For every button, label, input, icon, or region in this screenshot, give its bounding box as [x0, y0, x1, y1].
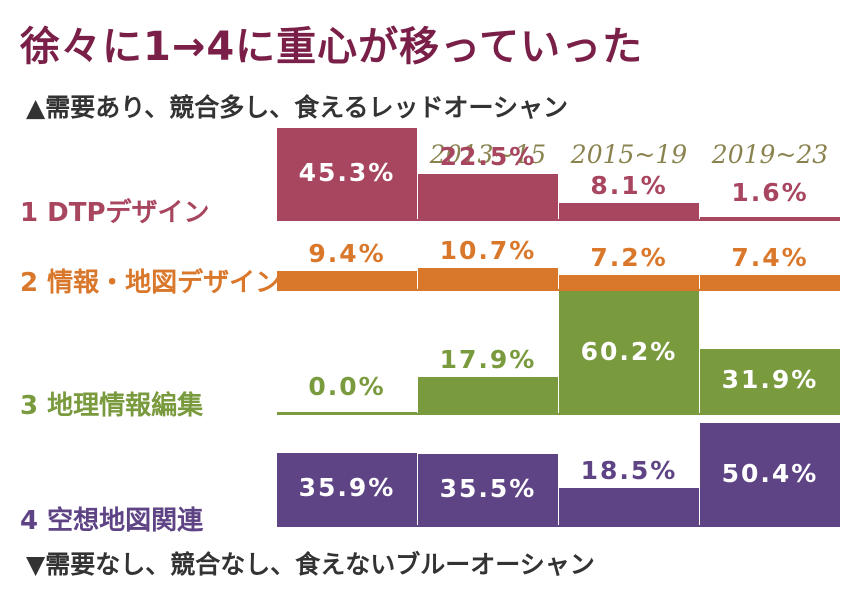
baseline — [277, 289, 840, 291]
data-label: 10.7% — [439, 236, 537, 266]
data-label: 0.0% — [308, 372, 386, 401]
bar — [277, 127, 417, 220]
data-label: 8.1% — [590, 171, 668, 201]
bar — [418, 174, 558, 220]
note-bottom: ▼需要なし、競合なし、食えないブルーオーシャン — [26, 550, 595, 579]
bar — [559, 203, 699, 220]
data-label: 35.5% — [439, 473, 537, 503]
data-label: 45.3% — [298, 157, 396, 187]
data-label: 22.5% — [439, 142, 537, 172]
baseline — [277, 219, 840, 221]
bar — [277, 412, 417, 414]
series-label: 4 空想地図関連 — [20, 506, 204, 536]
bar — [277, 270, 417, 290]
chart-title: 徐々に1→4に重心が移っていった — [20, 24, 644, 70]
baseline — [277, 413, 840, 415]
bar — [700, 348, 840, 414]
data-label: 50.4% — [721, 458, 819, 488]
data-label: 7.4% — [731, 242, 809, 272]
bar — [418, 453, 558, 526]
bar — [700, 274, 840, 290]
series-label: 3 地理情報編集 — [20, 391, 204, 421]
period-header: 2013~15 — [429, 140, 547, 169]
bar — [277, 452, 417, 526]
bar — [418, 268, 558, 290]
bar — [700, 423, 840, 526]
data-label: 9.4% — [308, 238, 386, 268]
data-label: 18.5% — [580, 456, 678, 486]
bar — [700, 216, 840, 220]
period-header: 2019~23 — [711, 140, 829, 169]
series-label: 1 DTPデザイン — [20, 198, 210, 228]
bar — [418, 377, 558, 414]
bar — [559, 275, 699, 290]
note-top: ▲需要あり、競合多し、食えるレッドオーシャン — [26, 93, 568, 122]
data-label: 7.2% — [590, 243, 668, 273]
data-label: 1.6% — [731, 178, 809, 207]
series-label: 2 情報・地図デザイン — [20, 268, 282, 298]
bar — [559, 488, 699, 526]
data-label: 60.2% — [580, 336, 678, 366]
data-label: 35.9% — [298, 473, 396, 503]
baseline — [277, 525, 840, 527]
bar — [559, 291, 699, 414]
period-header: 2015~19 — [570, 140, 688, 169]
data-label: 31.9% — [721, 365, 819, 395]
data-label: 17.9% — [439, 345, 537, 375]
